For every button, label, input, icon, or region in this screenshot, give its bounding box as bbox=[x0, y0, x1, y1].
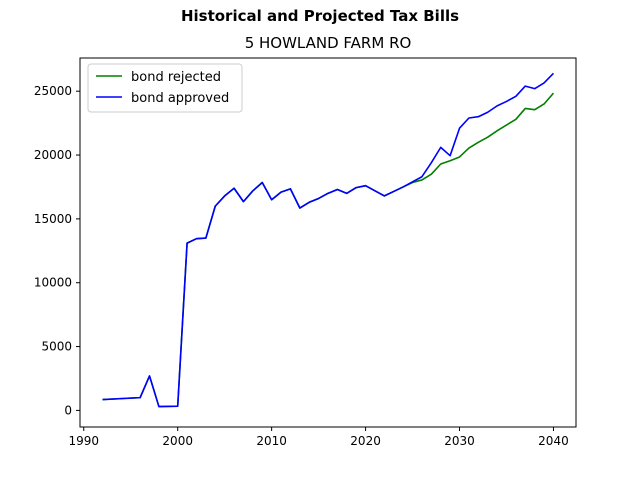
y-tick-label: 15000 bbox=[34, 212, 72, 226]
legend-label: bond rejected bbox=[131, 70, 221, 85]
x-tick-label: 2010 bbox=[256, 434, 287, 448]
axis-layer: 1990 2000 2010 2020 2030 2040 0 5000 10000 15000 2… bbox=[34, 84, 569, 448]
x-tick-label: 2000 bbox=[162, 434, 193, 448]
series-layer bbox=[102, 72, 555, 408]
y-tick-label: 10000 bbox=[34, 276, 72, 290]
legend-label: bond approved bbox=[131, 91, 229, 106]
x-tick-label: 2020 bbox=[350, 434, 381, 448]
series-line-bond-approved bbox=[102, 72, 555, 408]
y-tick-label: 0 bbox=[64, 403, 72, 417]
x-tick-label: 1990 bbox=[68, 434, 99, 448]
x-tick-label: 2040 bbox=[538, 434, 569, 448]
y-tick-label: 25000 bbox=[34, 84, 72, 98]
chart-title: 5 HOWLAND FARM RO bbox=[244, 34, 412, 52]
figure-suptitle: Historical and Projected Tax Bills bbox=[180, 7, 460, 25]
plot-frame bbox=[79, 57, 577, 428]
plot-area bbox=[80, 58, 576, 427]
legend: bond rejected bond approved bbox=[87, 63, 243, 113]
y-tick-label: 5000 bbox=[41, 340, 72, 354]
legend-box bbox=[87, 63, 243, 113]
x-tick-label: 2030 bbox=[444, 434, 475, 448]
y-tick-label: 20000 bbox=[34, 148, 72, 162]
